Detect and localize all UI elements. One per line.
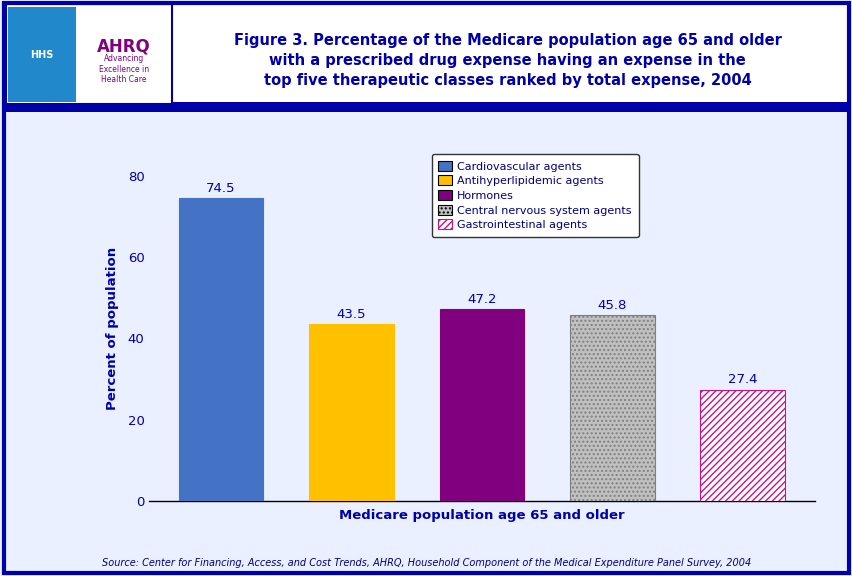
Y-axis label: Percent of population: Percent of population <box>106 247 119 410</box>
X-axis label: Medicare population age 65 and older: Medicare population age 65 and older <box>339 509 624 522</box>
Text: Advancing
Excellence in
Health Care: Advancing Excellence in Health Care <box>99 54 148 84</box>
Bar <box>308 324 394 501</box>
Text: 27.4: 27.4 <box>728 373 757 386</box>
Text: 74.5: 74.5 <box>206 182 235 195</box>
Text: 47.2: 47.2 <box>467 293 496 306</box>
Text: Source: Center for Financing, Access, and Cost Trends, AHRQ, Household Component: Source: Center for Financing, Access, an… <box>101 558 751 569</box>
Text: AHRQ: AHRQ <box>96 37 151 55</box>
Text: 43.5: 43.5 <box>337 308 366 321</box>
Text: HHS: HHS <box>30 50 54 60</box>
Bar <box>439 309 524 501</box>
Text: 45.8: 45.8 <box>597 298 626 312</box>
Bar <box>699 390 785 501</box>
Legend: Cardiovascular agents, Antihyperlipidemic agents, Hormones, Central nervous syst: Cardiovascular agents, Antihyperlipidemi… <box>431 154 638 237</box>
Bar <box>569 315 654 501</box>
Bar <box>178 198 263 501</box>
Text: Figure 3. Percentage of the Medicare population age 65 and older
with a prescrib: Figure 3. Percentage of the Medicare pop… <box>233 33 780 88</box>
